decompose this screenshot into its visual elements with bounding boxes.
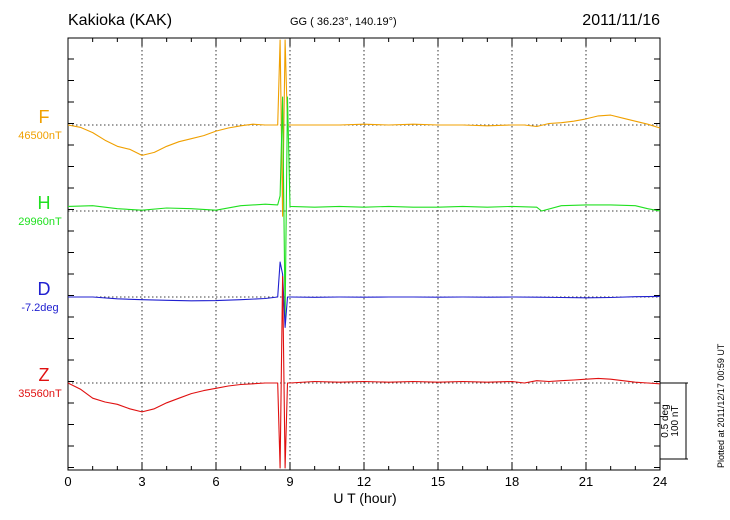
series-name-z: Z	[39, 365, 50, 385]
series-baseline-z: 35560nT	[18, 388, 62, 400]
series-baseline-f: 46500nT	[18, 130, 62, 142]
x-tick-label: 0	[64, 474, 71, 489]
series-line-z	[67, 276, 661, 469]
x-axis: 0 3 6 9 12 15 18 21 24	[64, 38, 667, 489]
x-tick-label: 15	[431, 474, 445, 489]
series-name-f: F	[39, 107, 50, 127]
series-line-f	[67, 39, 661, 217]
station-title: Kakioka (KAK)	[68, 12, 173, 29]
x-tick-label: 12	[357, 474, 371, 489]
series-name-h: H	[38, 193, 51, 213]
series-line-d	[68, 261, 661, 328]
series-baseline-h: 29960nT	[18, 216, 62, 228]
x-tick-label: 21	[579, 474, 593, 489]
series-group	[67, 39, 661, 469]
gridlines	[141, 38, 587, 470]
x-tick-label: 9	[286, 474, 293, 489]
scale-bar-group: 100 nT0.5 deg	[660, 382, 688, 460]
series-line-h	[67, 96, 661, 318]
plotted-at-note: Plotted at 2011/12/17 00:59 UT	[716, 343, 726, 468]
x-tick-label: 3	[138, 474, 145, 489]
series-name-d: D	[38, 279, 51, 299]
x-axis-label: U T (hour)	[333, 490, 396, 506]
x-tick-label: 6	[212, 474, 219, 489]
series-labels: F 46500nT H 29960nT D -7.2deg Z 35560nT	[18, 107, 62, 400]
plot-date: 2011/11/16	[582, 12, 660, 29]
station-coords: GG ( 36.23°, 140.19°)	[290, 16, 397, 28]
x-tick-label: 18	[505, 474, 519, 489]
scale-label: 100 nT	[670, 405, 681, 436]
series-baseline-d: -7.2deg	[21, 302, 58, 314]
x-tick-label: 24	[653, 474, 667, 489]
scale-label: 0.5 deg	[660, 404, 671, 437]
